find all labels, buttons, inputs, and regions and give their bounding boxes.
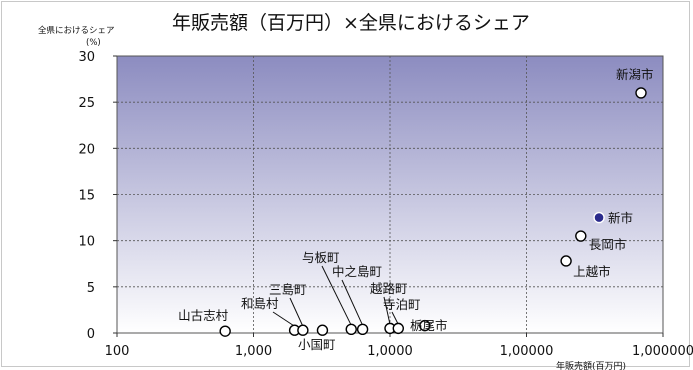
data-point: [575, 230, 587, 242]
data-point: [392, 322, 404, 335]
x-tick-label: 100: [105, 344, 130, 359]
point-label: 小国町: [298, 337, 336, 352]
data-point: [560, 255, 572, 267]
label-leader-line: [321, 265, 352, 326]
data-point: [593, 211, 605, 224]
y-tick-label: 10: [78, 235, 95, 250]
point-label: 上越市: [573, 264, 611, 279]
point-label: 長岡市: [589, 237, 627, 252]
data-point: [419, 319, 431, 332]
point-label: 与板町: [302, 250, 340, 265]
label-leader-line: [289, 297, 304, 327]
point-label: 新潟市: [616, 67, 654, 82]
label-leader-line: [391, 311, 399, 325]
y-tick-label: 25: [78, 96, 95, 111]
x-tick-label: 1,00000: [500, 344, 554, 359]
label-leader-line: [383, 296, 391, 325]
point-label: 三島町: [269, 282, 307, 297]
y-tick-label: 15: [78, 189, 95, 204]
x-tick-label: 1,0000: [367, 344, 413, 359]
point-label: 山古志村: [178, 308, 229, 323]
chart-title: 年販売額（百万円）×全県におけるシェア: [172, 12, 530, 34]
point-label: 中之島町: [332, 264, 382, 279]
y-axis-unit: (%): [86, 38, 101, 48]
y-tick-label: 0: [87, 327, 95, 342]
label-leader-line: [341, 279, 364, 326]
y-tick-label: 20: [78, 142, 95, 157]
y-tick-label: 5: [87, 281, 95, 296]
point-label: 越路町: [370, 281, 408, 296]
point-label: 寺泊町: [383, 297, 421, 312]
data-point: [635, 87, 647, 99]
data-point: [345, 323, 357, 336]
x-axis-label: 年販売額(百万円): [556, 360, 626, 370]
y-tick-label: 30: [78, 50, 95, 65]
point-label: 新市: [608, 211, 633, 226]
data-point: [297, 324, 309, 336]
x-tick-label: 1,000000: [632, 344, 693, 359]
point-label: 栃尾市: [410, 318, 448, 333]
data-point: [316, 324, 329, 336]
x-tick-label: 1,000: [235, 344, 272, 359]
data-point: [356, 323, 369, 336]
label-leader-line: [272, 311, 295, 327]
point-label: 和島村: [241, 296, 279, 311]
grid-lines: [117, 56, 663, 333]
data-point: [219, 325, 231, 337]
y-axis-label: 全県におけるシェア: [38, 25, 115, 36]
